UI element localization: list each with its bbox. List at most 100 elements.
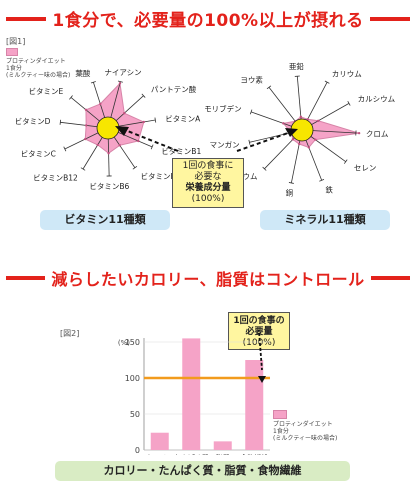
radar-category-label: 銅 — [286, 188, 294, 198]
radar-axis-tick — [262, 166, 267, 171]
fig2-legend-text: プロティンダイエット 1食分 (ミルクティー味の場合) — [273, 421, 338, 442]
callout-arrow-head — [258, 376, 266, 383]
radar-callout-line3: 栄養成分量 — [185, 183, 231, 193]
radar-point — [84, 124, 88, 127]
radar-callout-line2: 必要な — [194, 172, 222, 182]
radar-category-label: マンガン — [210, 140, 240, 150]
y-axis-unit: (%) — [118, 339, 130, 347]
radar-point — [291, 138, 295, 141]
radar-category-label: ビタミンB2 — [141, 172, 181, 181]
radar-point — [282, 122, 285, 125]
fig1-label: [図1] — [6, 37, 26, 46]
y-tick-label: 0 — [135, 446, 140, 455]
radar-axis-tick — [80, 167, 86, 171]
radar-axis-tick — [150, 144, 154, 150]
radar-point — [84, 108, 88, 111]
radar-axis-tick — [90, 81, 96, 84]
banner-rule-left — [6, 16, 47, 21]
radar-axis-tick — [63, 146, 67, 152]
radar-point — [123, 112, 126, 115]
radar-axis-tick — [249, 109, 253, 115]
radar-axis-tick — [324, 80, 330, 84]
radar-category-label: 葉酸 — [75, 68, 90, 78]
arrow-head-right — [285, 128, 298, 137]
radar-category-label: ビタミンE — [29, 87, 64, 96]
mineral-pill: ミネラル11種類 — [260, 210, 390, 230]
bar-callout-box: 1回の食事の 必要量 (100%) — [228, 312, 290, 350]
radar-category-label: ビタミンD — [15, 117, 51, 126]
radar-axis-tick — [347, 100, 351, 106]
radar-reference-circle — [96, 116, 120, 140]
radar-category-label: ビタミンB1 — [161, 147, 201, 156]
radar-category-label: ビタミンA — [165, 114, 201, 123]
bar — [245, 360, 264, 450]
mineral-radar-chart: 亜鉛カリウムカルシウムクロムセレン鉄銅マグネシウムマンガンモリブデンヨウ素 — [204, 61, 395, 198]
banner-rule-right — [370, 276, 410, 280]
radar-point — [96, 143, 99, 147]
fig1-legend-swatch — [6, 48, 18, 56]
radar-axis-tick — [69, 95, 73, 100]
radar-point — [307, 146, 311, 149]
y-tick-label: 50 — [130, 410, 140, 419]
bar-callout-line2: 必要量 — [245, 327, 273, 337]
radar-callout-line4: (100%) — [191, 194, 225, 204]
radar-point — [317, 119, 320, 122]
radar-point — [314, 138, 317, 141]
radar-point — [118, 144, 121, 147]
radar-category-label: モリブデン — [204, 104, 242, 114]
radar-point — [142, 120, 145, 124]
radar-point — [118, 82, 122, 85]
radar-category-label: カリウム — [332, 69, 362, 78]
radar-point — [107, 152, 110, 155]
vitamin-pill: ビタミン11種類 — [40, 210, 170, 230]
radar-category-label: ビタミンB6 — [89, 182, 129, 191]
bar-chart: 0 50 100 150(%) カロリーたんぱく質 脂質 食物繊維 — [118, 330, 270, 455]
radar-point — [99, 102, 102, 106]
middle-banner: 減らしたいカロリー、脂質はコントロール — [0, 266, 416, 290]
radar-category-label: カルシウム — [358, 94, 396, 103]
x-category-label: 脂質 — [216, 453, 230, 455]
radar-category-label: セレン — [354, 164, 377, 173]
y-tick-label: 100 — [125, 374, 140, 383]
bar — [150, 432, 169, 450]
radar-axis-tick — [132, 166, 138, 170]
fig2-legend-swatch — [273, 410, 287, 419]
radar-callout-box: 1回の食事に 必要な 栄養成分量 (100%) — [172, 158, 244, 208]
radar-point — [84, 137, 87, 141]
radar-series-area — [84, 82, 145, 154]
radar-axis-tick — [141, 93, 146, 98]
radar-category-label: ヨウ素 — [240, 74, 263, 84]
radar-point — [299, 115, 303, 119]
radar-axis-tick — [154, 117, 157, 123]
arrow-head-left — [115, 126, 129, 136]
radar-category-label: 鉄 — [325, 185, 333, 195]
radar-axis-tick — [59, 119, 62, 125]
bottom-pill: カロリー・たんぱく質・脂質・食物繊維 — [55, 461, 350, 481]
top-banner: 1食分で、必要量の100%以上が摂れる — [0, 6, 416, 31]
top-banner-title: 1食分で、必要量の100%以上が摂れる — [52, 11, 364, 31]
x-category-label: たんぱく質 — [174, 453, 209, 455]
callout-arrow — [258, 330, 263, 371]
banner-rule-right — [369, 16, 411, 21]
bar-callout-line3: (100%) — [242, 338, 276, 348]
radar-axis-tick — [343, 159, 348, 164]
radar-callout-line1: 1回の食事に — [182, 161, 234, 171]
radar-category-label: ナイアシン — [104, 68, 141, 77]
radar-category-label: クロム — [366, 130, 389, 139]
x-category-label: 食物繊維 — [240, 453, 268, 455]
x-category-label: カロリー — [146, 454, 174, 455]
radar-point — [297, 142, 301, 146]
bar-callout-line1: 1回の食事の — [233, 316, 285, 326]
bar — [213, 441, 232, 450]
radar-category-label: ビタミンC — [21, 149, 56, 158]
y-tick-label: 150 — [125, 338, 140, 347]
middle-banner-title: 減らしたいカロリー、脂質はコントロール — [51, 270, 365, 289]
radar-axis-tick — [117, 80, 123, 83]
banner-rule-left — [6, 276, 46, 280]
radar-axis-tick — [319, 179, 325, 182]
radar-point — [137, 139, 140, 143]
bar — [182, 338, 201, 450]
radar-point — [357, 131, 361, 135]
